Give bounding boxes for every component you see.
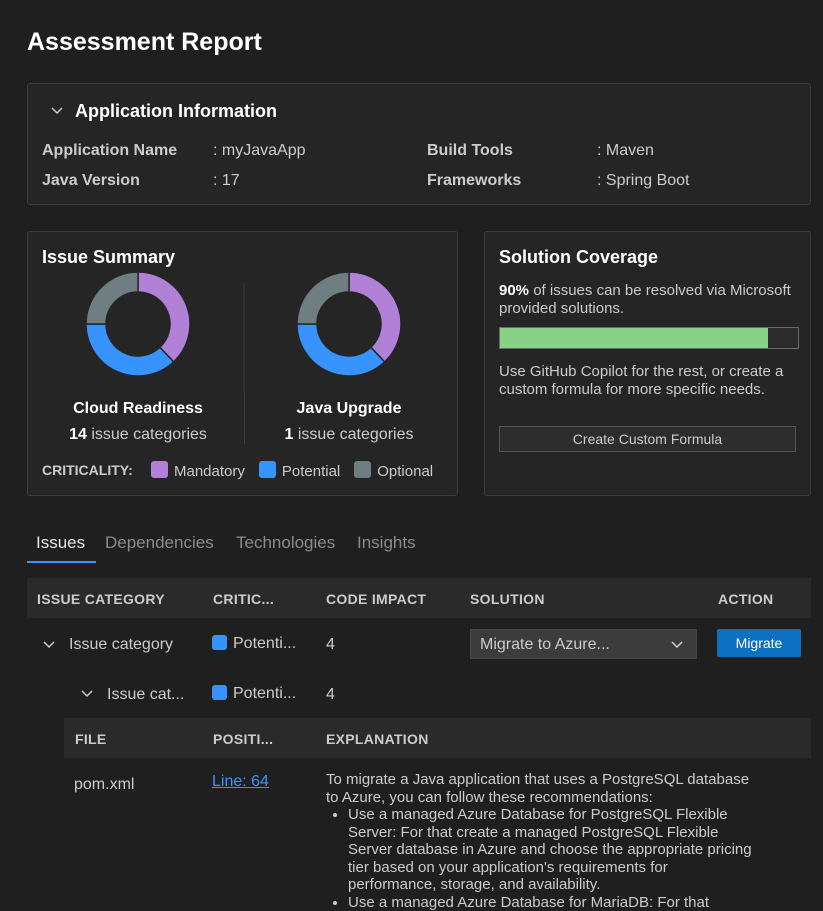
app-info-panel: Application Information Application Name… (27, 83, 811, 205)
legend-swatch (259, 461, 276, 478)
explanation: To migrate a Java application that uses … (326, 771, 756, 911)
criticality-text: Potenti... (233, 635, 296, 652)
column-header: SOLUTION (470, 591, 545, 607)
page-title: Assessment Report (27, 28, 262, 57)
criticality-text: Potenti... (233, 685, 296, 702)
column-header: CODE IMPACT (326, 591, 426, 607)
coverage-note: Use GitHub Copilot for the rest, or crea… (499, 363, 799, 399)
swatch (212, 635, 227, 650)
column-header: CRITIC... (213, 591, 274, 607)
section-title: Application Information (75, 101, 277, 122)
legend-text: Mandatory (174, 463, 245, 480)
coverage-text: 90% of issues can be resolved via Micros… (499, 282, 799, 318)
section-title: Solution Coverage (499, 247, 658, 268)
migrate-button[interactable]: Migrate (717, 629, 801, 657)
tab-underline (27, 561, 96, 563)
issue-category: Issue cat... (107, 686, 184, 704)
bullet: Use a managed Azure Database for MariaDB… (348, 894, 756, 911)
legend: Mandatory Potential Optional (151, 461, 447, 480)
tab[interactable]: Technologies (236, 533, 335, 553)
legend-item: Potential (259, 463, 340, 480)
donut-segment (297, 324, 385, 376)
progress-track (499, 327, 799, 349)
legend-swatch (151, 461, 168, 478)
field-label: Frameworks (427, 172, 521, 190)
legend-item: Optional (354, 463, 433, 480)
donut-segment (86, 324, 174, 376)
create-formula-button[interactable]: Create Custom Formula (499, 426, 796, 452)
file-name: pom.xml (74, 776, 134, 794)
bullet: Use a managed Azure Database for Postgre… (348, 806, 756, 894)
chevron[interactable] (50, 106, 64, 116)
tab[interactable]: Dependencies (105, 533, 214, 553)
column-header: EXPLANATION (326, 731, 429, 747)
chevron[interactable] (42, 640, 56, 650)
field-label: Application Name (42, 142, 177, 160)
count-label: issue categories (91, 426, 207, 443)
column-header: ACTION (718, 591, 773, 607)
legend-swatch (354, 461, 371, 478)
field-label: Java Version (42, 172, 140, 190)
donut-segment (349, 272, 401, 362)
chart-name: Java Upgrade (249, 400, 449, 418)
criticality: Potenti... (212, 635, 296, 653)
swatch (212, 685, 227, 700)
progress-bar (500, 328, 768, 348)
code-impact: 4 (326, 636, 335, 654)
column-header: ISSUE CATEGORY (37, 591, 165, 607)
field-label: Build Tools (427, 142, 513, 160)
solution-dropdown[interactable]: Migrate to Azure... (470, 629, 697, 659)
dropdown-text: Migrate to Azure... (480, 636, 610, 654)
chart-count: 14 issue categories (38, 426, 238, 444)
position-link[interactable]: Line: 64 (212, 773, 269, 791)
solution-coverage-panel: Solution Coverage 90% of issues can be r… (484, 231, 811, 496)
section-title: Issue Summary (42, 247, 175, 268)
donut-segment (297, 272, 349, 324)
donut-charts (28, 272, 459, 392)
legend-item: Mandatory (151, 463, 245, 480)
code-impact: 4 (326, 686, 335, 704)
coverage-desc: of issues can be resolved via Microsoft … (499, 282, 791, 317)
issue-summary-panel: Issue Summary Cloud Readiness 14 issue c… (27, 231, 458, 496)
issue-category: Issue category (69, 636, 173, 654)
column-header: POSITI... (213, 731, 273, 747)
field-value: : myJavaApp (213, 142, 305, 160)
file-table-header (64, 718, 811, 758)
chevron[interactable] (80, 689, 94, 699)
legend-label: CRITICALITY: (42, 462, 133, 478)
chart-name: Cloud Readiness (38, 400, 238, 418)
donut-segment (138, 272, 190, 362)
field-value: : Spring Boot (597, 172, 690, 190)
tab[interactable]: Insights (357, 533, 416, 553)
donut-segment (86, 272, 138, 324)
count: 1 (285, 426, 294, 443)
count-label: issue categories (298, 426, 414, 443)
legend-text: Optional (377, 463, 433, 480)
coverage-value: 90% (499, 282, 529, 299)
chevron (670, 640, 684, 650)
count: 14 (69, 426, 87, 443)
legend-text: Potential (282, 463, 340, 480)
field-value: : Maven (597, 142, 654, 160)
column-header: FILE (75, 731, 107, 747)
field-value: : 17 (213, 172, 240, 190)
tab[interactable]: Issues (36, 533, 85, 553)
criticality: Potenti... (212, 685, 296, 703)
chart-count: 1 issue categories (249, 426, 449, 444)
explanation-text: To migrate a Java application that uses … (326, 771, 756, 806)
